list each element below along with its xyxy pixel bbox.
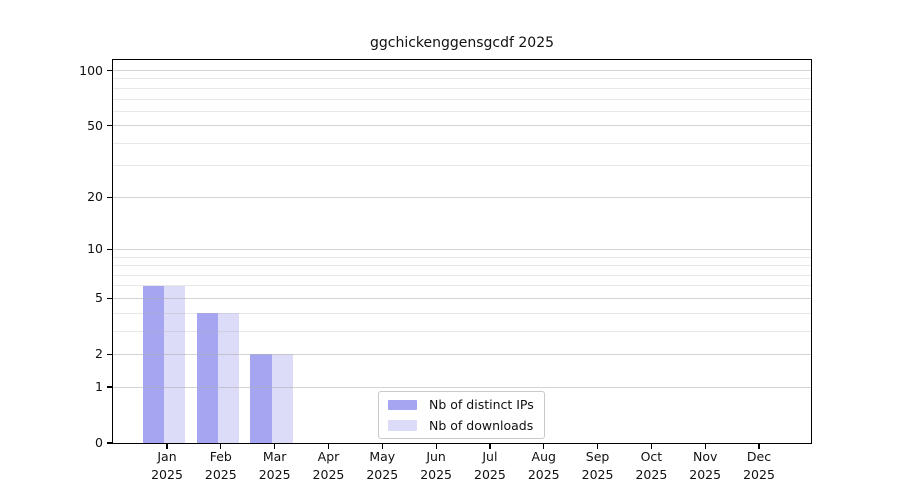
year-label: 2025 [151,467,183,482]
x-tick-label: Jul 2025 [460,448,520,484]
month-label: Jun [426,449,446,464]
chart-title: ggchickenggensgcdf 2025 [369,35,555,51]
month-label: Sep [585,449,610,464]
y-tick-mark [107,69,112,72]
x-tick-label: Mar 2025 [245,448,305,484]
year-label: 2025 [689,467,722,482]
x-tick-mark [166,444,168,449]
y-tick-label: 100 [79,62,103,78]
bar-feb-series1 [217,313,240,443]
year-label: 2025 [635,467,668,482]
y-tick-mark [107,248,112,251]
x-tick-mark [381,444,383,449]
x-tick-label: Sep 2025 [568,448,628,484]
x-tick-mark [650,444,652,449]
month-label: Jan [157,449,177,464]
x-tick-label: Apr 2025 [298,448,358,484]
bar-jan-series1 [164,285,186,443]
y-tick-label: 1 [95,379,103,395]
y-tick-mark [107,125,112,127]
y-tick-label: 20 [87,189,103,205]
x-tick-label: Nov 2025 [675,448,735,484]
year-label: 2025 [743,467,775,482]
year-label: 2025 [420,467,452,482]
bar-mar-series1 [271,354,293,443]
x-tick-mark [704,444,706,449]
month-label: Jul [482,449,498,464]
x-tick-mark [596,444,599,449]
bars-layer [113,60,811,443]
x-tick-label: Oct 2025 [621,448,681,484]
month-label: Feb [209,449,232,464]
x-tick-label: Jun 2025 [406,448,466,484]
y-tick-label: 0 [95,435,103,450]
x-tick-mark [274,444,276,449]
month-label: Dec [746,449,772,464]
legend-label: Nb of distinct IPs [429,397,534,413]
y-tick-mark [107,353,112,355]
x-tick-mark [327,444,330,449]
month-label: Nov [692,449,718,464]
year-label: 2025 [366,467,399,482]
x-tick-mark [543,444,545,449]
month-label: May [369,449,396,464]
year-label: 2025 [527,467,560,482]
year-label: 2025 [581,467,614,482]
x-tick-mark [220,444,222,449]
x-tick-label: Aug 2025 [514,448,574,484]
legend: Nb of distinct IPs Nb of downloads [378,391,545,439]
year-label: 2025 [312,467,345,482]
y-tick-mark [107,196,112,198]
y-tick-label: 50 [87,117,103,133]
legend-item: Nb of distinct IPs [385,396,538,414]
y-tick-mark [107,297,112,299]
month-label: Aug [531,449,556,464]
y-tick-label: 10 [87,241,103,257]
legend-item: Nb of downloads [385,417,538,435]
legend-label: Nb of downloads [429,417,534,433]
y-tick-label: 2 [95,346,103,362]
y-tick-mark [107,386,112,388]
year-label: 2025 [258,467,291,482]
x-tick-label: May 2025 [352,448,412,484]
plot-area [113,60,811,443]
legend-swatch [388,420,417,431]
bar-mar-series0 [250,354,272,443]
month-label: Oct [640,449,663,464]
x-tick-mark [435,444,437,449]
bar-jan-series0 [142,285,164,443]
legend-swatch [388,399,417,410]
year-label: 2025 [474,467,506,482]
y-tick-mark [107,442,112,444]
year-label: 2025 [204,467,237,482]
x-tick-mark [489,444,491,449]
x-tick-mark [758,444,760,449]
x-tick-label: Dec 2025 [729,448,789,484]
x-tick-label: Feb 2025 [191,448,251,484]
month-label: Mar [262,449,287,464]
month-label: Apr [317,449,340,464]
bar-feb-series0 [196,313,218,443]
x-tick-label: Jan 2025 [137,448,197,484]
y-tick-label: 5 [95,290,103,306]
